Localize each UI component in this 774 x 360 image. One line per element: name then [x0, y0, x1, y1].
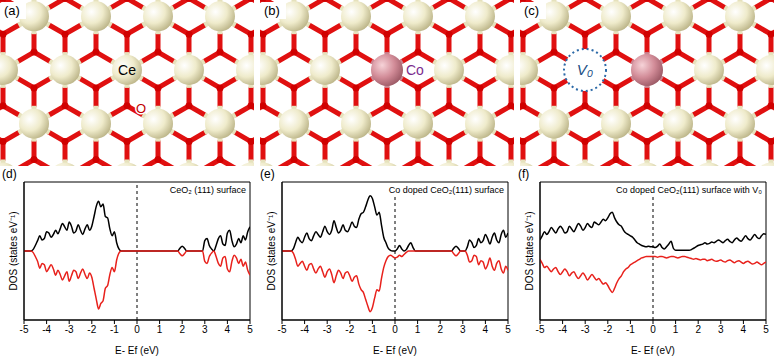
- svg-text:-5: -5: [278, 324, 287, 335]
- svg-text:E- Ef (eV): E- Ef (eV): [373, 345, 417, 356]
- svg-text:5: 5: [247, 324, 253, 335]
- svg-text:3: 3: [202, 324, 208, 335]
- svg-text:DOS (states eV⁻¹): DOS (states eV⁻¹): [266, 211, 277, 290]
- svg-text:V₀: V₀: [577, 61, 593, 78]
- svg-text:3: 3: [718, 324, 724, 335]
- svg-text:(a): (a): [4, 3, 20, 18]
- html-text:Co doped CeO₂(111) surface wit: Co doped CeO₂(111) surface with V₀: [616, 185, 762, 195]
- html-text:CeO₂ (111) surface: CeO₂ (111) surface: [169, 185, 246, 195]
- svg-text:E- Ef (eV): E- Ef (eV): [631, 345, 675, 356]
- svg-text:0: 0: [134, 324, 140, 335]
- svg-text:1: 1: [157, 324, 163, 335]
- svg-text:-4: -4: [42, 324, 51, 335]
- svg-text:Co: Co: [406, 62, 424, 78]
- svg-text:Ce: Ce: [118, 62, 136, 78]
- svg-text:1: 1: [415, 324, 421, 335]
- svg-text:-2: -2: [603, 324, 612, 335]
- svg-text:DOS (states eV⁻¹): DOS (states eV⁻¹): [524, 211, 535, 290]
- svg-text:-5: -5: [536, 324, 545, 335]
- svg-text:4: 4: [225, 324, 231, 335]
- html-text:(f): (f): [518, 167, 530, 181]
- html-text:Co doped CeO₂(111) surface: Co doped CeO₂(111) surface: [388, 185, 504, 195]
- svg-text:4: 4: [741, 324, 747, 335]
- svg-text:-3: -3: [581, 324, 590, 335]
- svg-text:-4: -4: [558, 324, 567, 335]
- svg-text:1: 1: [673, 324, 679, 335]
- svg-text:-1: -1: [368, 324, 377, 335]
- svg-text:-5: -5: [20, 324, 29, 335]
- svg-text:4: 4: [483, 324, 489, 335]
- svg-text:3: 3: [460, 324, 466, 335]
- svg-text:-3: -3: [323, 324, 332, 335]
- svg-text:-2: -2: [345, 324, 354, 335]
- html-text:(d): (d): [2, 167, 17, 181]
- svg-text:2: 2: [437, 324, 443, 335]
- svg-text:0: 0: [392, 324, 398, 335]
- svg-text:DOS (states eV⁻¹): DOS (states eV⁻¹): [8, 211, 19, 290]
- svg-text:0: 0: [650, 324, 656, 335]
- svg-text:2: 2: [695, 324, 701, 335]
- svg-text:-1: -1: [110, 324, 119, 335]
- svg-text:E- Ef (eV): E- Ef (eV): [115, 345, 159, 356]
- svg-text:O: O: [136, 101, 146, 116]
- svg-text:5: 5: [505, 324, 511, 335]
- svg-text:(c): (c): [524, 3, 539, 18]
- svg-text:2: 2: [179, 324, 185, 335]
- svg-text:-4: -4: [300, 324, 309, 335]
- svg-text:-1: -1: [626, 324, 635, 335]
- html-text:(e): (e): [260, 167, 275, 181]
- svg-text:-3: -3: [65, 324, 74, 335]
- svg-text:5: 5: [763, 324, 769, 335]
- svg-text:(b): (b): [264, 3, 280, 18]
- svg-text:-2: -2: [87, 324, 96, 335]
